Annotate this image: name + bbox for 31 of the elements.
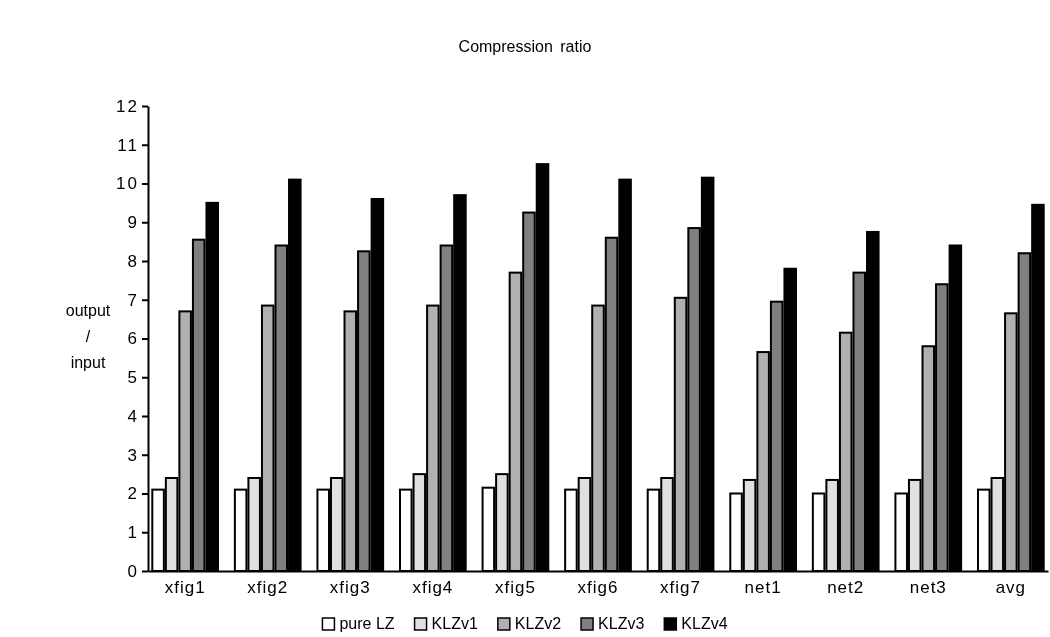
legend-label: KLZv3 xyxy=(598,615,645,632)
x-tick-label: xfig4 xyxy=(412,577,454,597)
x-tick-label: xfig6 xyxy=(577,577,619,597)
y-tick-label: 3 xyxy=(127,445,139,465)
x-tick-label: xfig7 xyxy=(660,577,702,597)
legend-label: pure LZ xyxy=(339,615,395,632)
y-tick-label: 8 xyxy=(127,251,139,271)
x-tick-label: avg xyxy=(995,577,1027,597)
y-tick-label: 7 xyxy=(127,290,139,310)
legend-label: KLZv4 xyxy=(681,615,728,632)
x-tick-label: net3 xyxy=(909,577,947,597)
legend-label: KLZv1 xyxy=(431,615,478,632)
y-tick-label: 2 xyxy=(127,484,139,504)
x-tick-label: xfig5 xyxy=(494,577,536,597)
y-tick-label: 9 xyxy=(127,213,139,233)
y-tick-label: 11 xyxy=(117,135,139,155)
x-tick-label: xfig2 xyxy=(247,577,289,597)
legend-label: KLZv2 xyxy=(514,615,562,632)
y-tick-label: 6 xyxy=(127,329,139,349)
chart-title: Compression ratio xyxy=(458,38,592,55)
x-tick-label: net1 xyxy=(744,577,782,597)
y-tick-label: 0 xyxy=(127,561,139,581)
x-tick-label: xfig1 xyxy=(164,577,206,597)
y-axis-title: output / input xyxy=(65,302,111,371)
y-tick-label: 4 xyxy=(127,406,139,426)
y-tick-label: 5 xyxy=(127,368,139,388)
y-tick-label: 10 xyxy=(116,174,139,194)
y-tick-label: 12 xyxy=(116,96,139,116)
x-tick-label: xfig3 xyxy=(329,577,371,597)
x-tick-label: net2 xyxy=(827,577,865,597)
y-tick-label: 1 xyxy=(127,523,139,543)
